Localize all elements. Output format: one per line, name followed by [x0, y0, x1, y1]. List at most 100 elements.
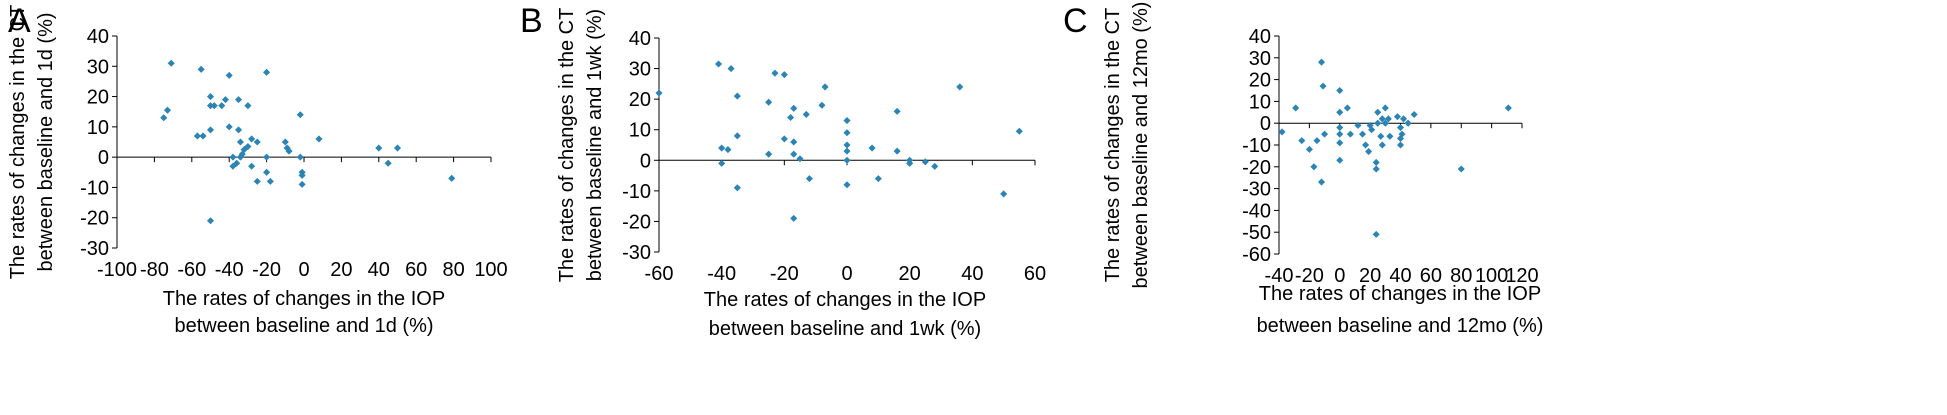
data-point — [1336, 86, 1344, 95]
x-tick-label: -20 — [252, 259, 281, 281]
data-point — [1278, 128, 1286, 136]
y-tick-label: 40 — [87, 26, 109, 48]
data-point — [298, 180, 306, 188]
x-axis-label: between baseline and 1d (%) — [174, 315, 433, 337]
data-point — [790, 150, 798, 158]
data-point — [193, 132, 201, 140]
data-point — [225, 71, 233, 79]
data-point — [266, 177, 274, 185]
data-point — [1358, 130, 1367, 138]
data-point — [163, 106, 172, 114]
data-point — [206, 102, 215, 110]
data-point — [718, 159, 726, 167]
x-axis-label: The rates of changes in the IOP — [163, 288, 445, 310]
data-point — [236, 138, 244, 146]
x-axis-label: between baseline and 12mo (%) — [1257, 315, 1544, 337]
x-tick-label: -40 — [215, 259, 244, 281]
data-point — [448, 174, 456, 182]
data-point — [248, 135, 256, 143]
data-point — [1336, 130, 1344, 138]
x-tick-label: 0 — [298, 259, 309, 281]
data-point — [235, 96, 243, 104]
data-point — [718, 144, 726, 152]
y-tick-label: 20 — [629, 89, 651, 111]
data-point — [843, 129, 851, 137]
data-point — [199, 132, 207, 140]
x-tick-label: 40 — [1389, 265, 1411, 287]
data-point — [263, 168, 271, 176]
data-point — [197, 65, 205, 73]
data-point — [1015, 127, 1023, 135]
data-point — [818, 101, 826, 109]
data-point — [285, 147, 293, 155]
y-tick-label: 20 — [1249, 70, 1271, 92]
data-point — [1336, 124, 1344, 132]
y-tick-label: 10 — [629, 120, 651, 142]
x-axis-label: The rates of changes in the IOP — [1259, 283, 1541, 305]
data-point — [733, 184, 741, 192]
data-point — [843, 141, 851, 149]
y-tick-label: 0 — [640, 150, 651, 172]
y-tick-label: -40 — [1242, 200, 1271, 222]
x-tick-label: 80 — [442, 259, 464, 281]
data-point — [1374, 108, 1382, 116]
data-point — [221, 96, 229, 104]
data-point — [244, 102, 252, 110]
data-point — [160, 114, 168, 122]
data-point — [843, 181, 851, 189]
data-point — [931, 162, 939, 170]
y-axis-label: The rates of changes in the CT — [7, 5, 29, 280]
data-point — [893, 107, 901, 115]
data-point — [1396, 141, 1405, 149]
data-point — [1396, 124, 1405, 132]
data-point — [296, 111, 304, 119]
data-point — [724, 146, 732, 154]
data-point — [787, 113, 795, 122]
data-point — [1372, 165, 1380, 173]
y-tick-label: 0 — [1260, 113, 1271, 135]
data-point — [893, 147, 901, 155]
data-point — [733, 132, 741, 140]
data-point — [167, 59, 175, 67]
data-point — [315, 135, 323, 143]
data-point — [1365, 148, 1373, 156]
x-tick-label: 0 — [1334, 265, 1345, 287]
data-point — [765, 98, 773, 106]
y-tick-label: 30 — [87, 56, 109, 78]
data-point — [780, 135, 788, 143]
y-tick-label: 10 — [1249, 91, 1271, 113]
data-point — [1336, 139, 1344, 147]
data-point — [296, 153, 304, 161]
x-tick-label: -60 — [177, 259, 206, 281]
y-axis-label: The rates of changes in the CT — [1102, 8, 1124, 283]
data-point — [1317, 178, 1326, 186]
x-tick-label: 60 — [405, 259, 427, 281]
x-tick-label: -40 — [707, 263, 736, 285]
y-tick-label: -30 — [622, 242, 651, 264]
data-point — [393, 144, 402, 152]
data-point — [1372, 230, 1380, 238]
data-point — [1000, 190, 1008, 198]
data-point — [281, 138, 289, 146]
x-tick-label: 60 — [1420, 265, 1442, 287]
x-tick-label: 100 — [474, 259, 507, 281]
data-point — [796, 155, 804, 163]
y-tick-label: -30 — [80, 238, 109, 260]
x-tick-label: -80 — [140, 259, 169, 281]
x-axis-label: The rates of changes in the IOP — [704, 289, 986, 311]
y-tick-label: 30 — [1249, 48, 1271, 70]
panel-letter: A — [8, 2, 31, 40]
data-point — [714, 60, 723, 68]
data-point — [235, 126, 243, 134]
data-point — [906, 159, 914, 167]
y-tick-label: -30 — [1242, 179, 1271, 201]
data-point — [874, 175, 882, 183]
y-tick-label: -60 — [1242, 244, 1271, 266]
data-point — [1457, 165, 1465, 173]
data-point — [1372, 158, 1380, 166]
y-tick-label: -10 — [80, 177, 109, 199]
data-point — [843, 156, 851, 164]
